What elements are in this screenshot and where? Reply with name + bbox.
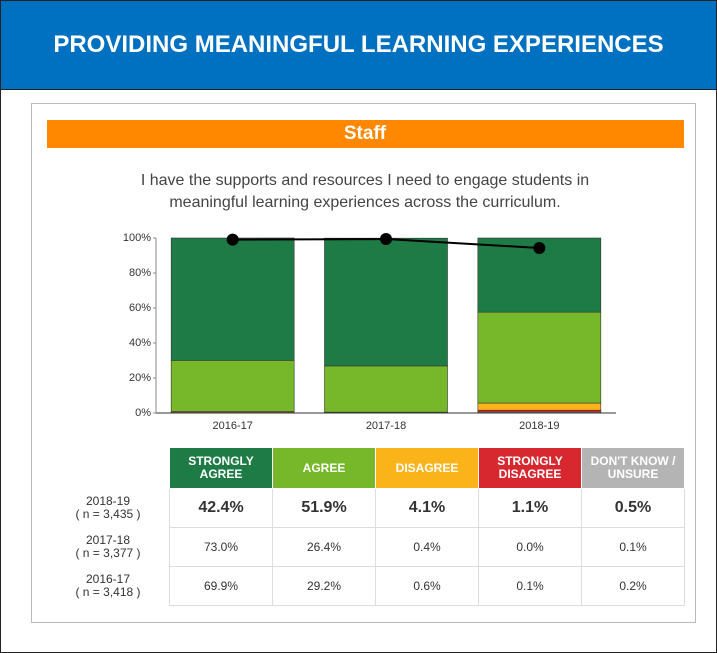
bar-segment <box>170 237 295 361</box>
bar-segment <box>170 360 295 412</box>
line-marker <box>533 241 546 254</box>
row-label: 2017-18( n = 3,377 ) <box>47 528 170 567</box>
x-tick-label: 2017-18 <box>366 420 406 432</box>
table-cell: 0.2% <box>581 566 685 606</box>
row-year: 2016-17 <box>85 572 131 586</box>
row-note: ( n = 3,435 ) <box>75 507 141 521</box>
table-cell: 0.1% <box>581 527 685 567</box>
table-cell: 69.9% <box>169 566 273 606</box>
table-cell: 4.1% <box>375 488 479 528</box>
row-label: 2016-17( n = 3,418 ) <box>47 567 170 606</box>
table-cell: 26.4% <box>272 527 376 567</box>
row-year: 2017-18 <box>85 533 131 547</box>
row-label: 2018-19( n = 3,435 ) <box>47 489 170 528</box>
chart-title: Staff <box>344 123 387 144</box>
table-cell: 29.2% <box>272 566 376 606</box>
y-tick-label: 100% <box>123 232 151 244</box>
header-title: PROVIDING MEANINGFUL LEARNING EXPERIENCE… <box>1 1 716 90</box>
bar-segment <box>477 311 602 404</box>
y-tick-label: 20% <box>129 372 151 384</box>
table-cell: 0.6% <box>375 566 479 606</box>
table-row: 2017-18( n = 3,377 ) 73.0% 26.4% 0.4% 0.0% 0.… <box>47 527 685 567</box>
y-tick-label: 80% <box>129 267 151 279</box>
subtitle: I have the supports and resources I need… <box>141 172 589 189</box>
line-marker <box>380 233 392 246</box>
row-note: ( n = 3,418 ) <box>75 585 141 599</box>
row-note: ( n = 3,377 ) <box>75 546 141 560</box>
table-cell: 51.9% <box>272 488 376 528</box>
line-marker <box>226 233 239 246</box>
table-cell: 73.0% <box>169 527 273 567</box>
legend-header: DON'T KNOW / UNSURE <box>581 447 685 489</box>
table-cell: 0.0% <box>478 527 582 567</box>
bar-segment <box>477 402 602 411</box>
legend-header: STRONGLY DISAGREE <box>478 447 582 489</box>
legend-header: AGREE <box>272 447 376 489</box>
bar-segment <box>324 237 448 367</box>
table-cell: 0.4% <box>375 527 479 567</box>
title-bar <box>47 120 684 148</box>
table-cell: 42.4% <box>169 488 273 528</box>
x-tick-label: 2018-19 <box>519 420 559 432</box>
table-row: 2016-17( n = 3,418 ) 69.9% 29.2% 0.6% 0.1% 0.… <box>47 566 685 606</box>
table-cell: 0.1% <box>478 566 582 606</box>
table-cell: 1.1% <box>478 488 582 528</box>
row-year: 2018-19 <box>85 494 131 508</box>
subtitle: meaningful learning experiences across t… <box>169 194 560 211</box>
legend-header: STRONGLY AGREE <box>169 447 273 489</box>
legend-header: DISAGREE <box>375 447 479 489</box>
x-tick-label: 2016-17 <box>212 420 252 432</box>
table-row: 2018-19( n = 3,435 ) 42.4% 51.9% 4.1% 1.1% 0.… <box>47 488 685 528</box>
y-tick-label: 60% <box>129 302 151 314</box>
data-table: STRONGLY AGREE AGREE DISAGREE STRONGLY DISA… <box>47 447 685 606</box>
y-tick-label: 0% <box>135 407 151 419</box>
panel <box>31 103 696 623</box>
bar-segment <box>324 365 448 413</box>
y-tick-label: 40% <box>129 337 151 349</box>
table-cell: 0.5% <box>581 488 685 528</box>
